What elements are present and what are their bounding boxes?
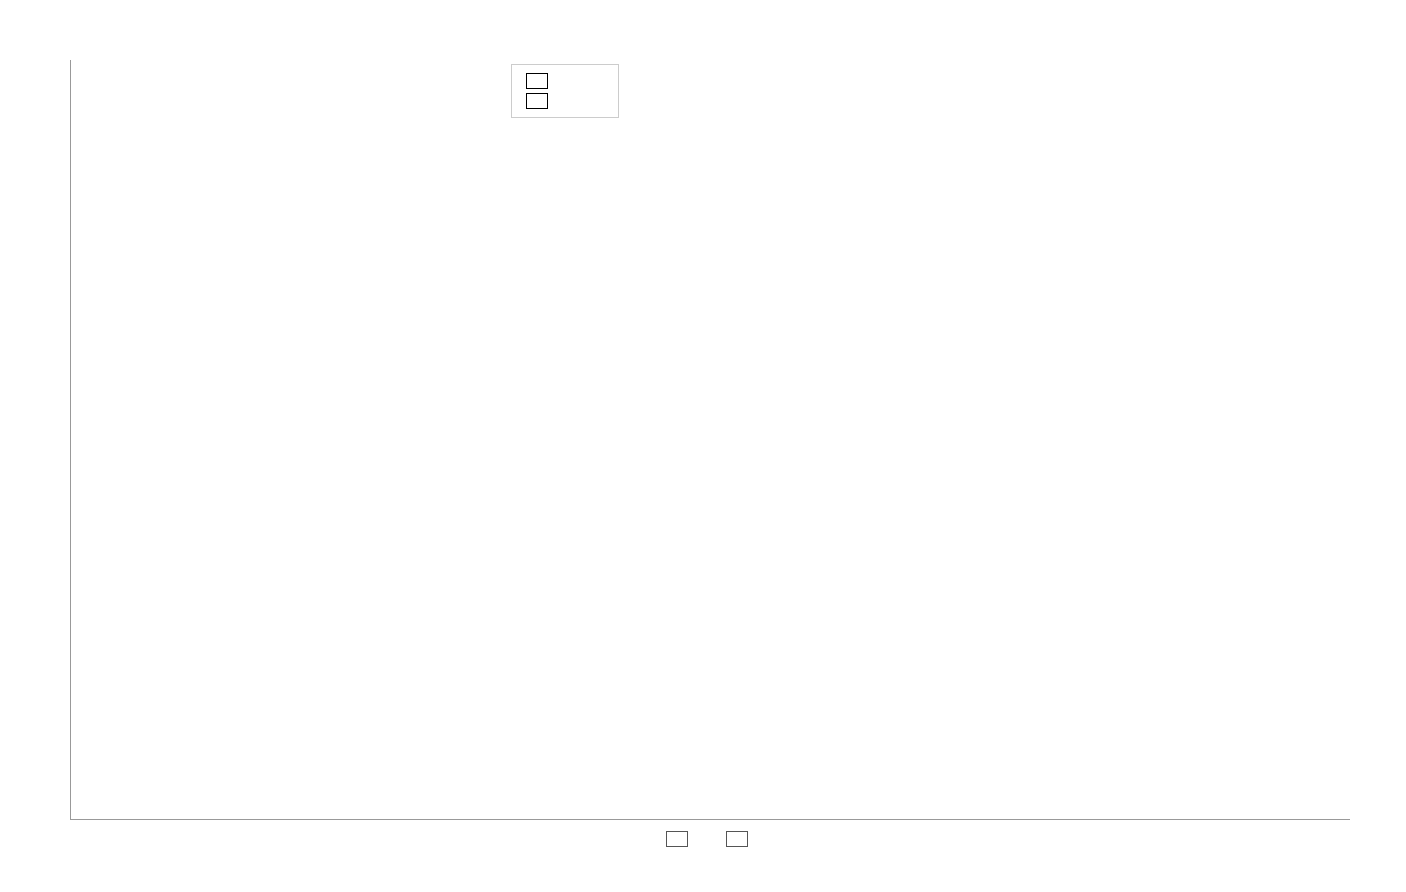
correlation-row-series2 [526,91,604,111]
legend-item-series1 [666,831,696,847]
plot-area [70,60,1350,820]
swatch-series1 [526,73,548,89]
legend-swatch-series1 [666,831,688,847]
legend-item-series2 [726,831,756,847]
chart-container [50,60,1350,820]
legend-swatch-series2 [726,831,748,847]
legend-bottom [666,831,756,847]
correlation-row-series1 [526,71,604,91]
swatch-series2 [526,93,548,109]
scatter-plot-svg [71,60,1350,819]
correlation-box [511,64,619,118]
